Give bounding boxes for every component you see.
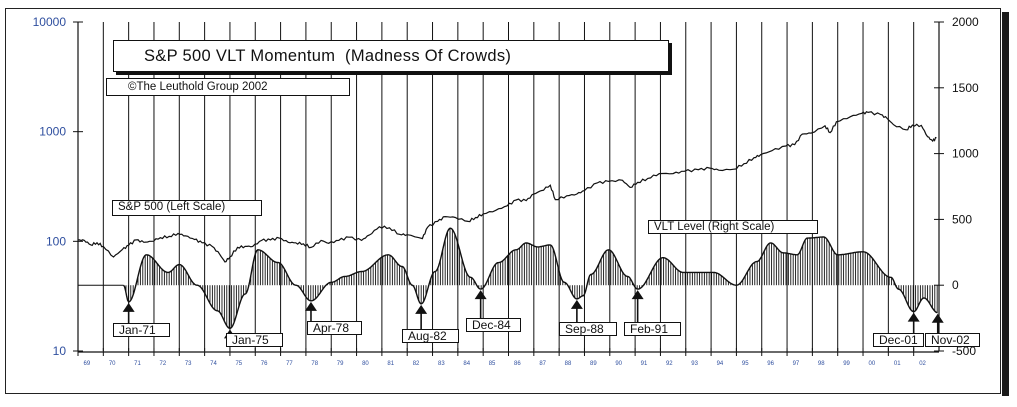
annotation-label: Nov-02 <box>925 333 980 347</box>
x-axis-tick-label: 88 <box>565 361 572 367</box>
x-axis-tick-label: 70 <box>109 361 116 367</box>
chart-title-box: S&P 500 VLT Momentum (Madness Of Crowds) <box>113 40 669 72</box>
left-axis-tick-label: 10000 <box>33 15 67 29</box>
x-axis-tick-label: 94 <box>717 361 724 367</box>
annotation-arrow-head <box>907 312 920 322</box>
chart-frame <box>5 8 1001 394</box>
x-axis-tick-label: 72 <box>159 361 166 367</box>
x-axis-tick-label: 74 <box>210 361 217 367</box>
vlt-line <box>123 227 938 330</box>
annotation-label: Dec-84 <box>466 318 521 332</box>
legend-vlt: VLT Level (Right Scale) <box>648 220 818 234</box>
right-axis-tick-label: 2000 <box>952 15 979 29</box>
x-axis-tick-label: 78 <box>311 361 318 367</box>
right-axis-tick-label: 0 <box>952 278 959 292</box>
annotation-label: Aug-82 <box>402 329 459 343</box>
x-axis-tick-label: 01 <box>894 361 901 367</box>
chart-subtitle: ©The Leuthold Group 2002 <box>128 81 268 93</box>
left-axis-tick-label: 100 <box>46 234 66 248</box>
right-axis-tick-label: 500 <box>952 212 972 226</box>
annotation-arrow-head <box>931 313 944 323</box>
x-axis-tick-label: 81 <box>387 361 394 367</box>
x-axis-tick-label: 96 <box>767 361 774 367</box>
x-axis-tick-label: 90 <box>615 361 622 367</box>
x-axis-tick-label: 82 <box>413 361 420 367</box>
x-axis-tick-label: 75 <box>235 361 242 367</box>
left-axis-tick-label: 1000 <box>39 125 66 139</box>
x-axis-tick-label: 98 <box>818 361 825 367</box>
x-axis-tick-label: 86 <box>514 361 521 367</box>
legend-sp500: S&P 500 (Left Scale) <box>112 200 262 216</box>
x-axis-tick-label: 69 <box>84 361 91 367</box>
chart-title: S&P 500 VLT Momentum (Madness Of Crowds) <box>144 47 512 65</box>
annotation-arrow-head <box>415 304 428 314</box>
x-axis-tick-label: 85 <box>489 361 496 367</box>
x-axis-tick-label: 76 <box>261 361 268 367</box>
x-axis-tick-label: 99 <box>843 361 850 367</box>
annotation-arrow-head <box>122 302 135 312</box>
right-axis-tick-label: 1500 <box>952 81 979 95</box>
right-axis-tick-label: -500 <box>952 344 976 358</box>
x-axis-tick-label: 84 <box>463 361 470 367</box>
x-axis-tick-label: 77 <box>286 361 293 367</box>
legend-vlt-label: VLT Level (Right Scale) <box>654 221 775 233</box>
annotation-label: Dec-01 <box>873 333 924 347</box>
x-axis-tick-label: 87 <box>539 361 546 367</box>
frame-shadow <box>1002 12 1009 396</box>
annotation-label: Sep-88 <box>559 322 617 336</box>
left-axis-tick-label: 10 <box>53 344 67 358</box>
annotation-arrow-head <box>304 301 317 311</box>
annotation-label: Apr-78 <box>307 321 362 335</box>
annotation-arrow-head <box>631 290 644 300</box>
annotation-arrow-head <box>570 299 583 309</box>
x-axis-tick-label: 89 <box>590 361 597 367</box>
right-axis-tick-label: 1000 <box>952 147 979 161</box>
chart-subtitle-box: ©The Leuthold Group 2002 <box>106 78 350 96</box>
annotation-label: Feb-91 <box>624 322 681 336</box>
x-axis-tick-label: 93 <box>691 361 698 367</box>
x-axis-tick-label: 00 <box>869 361 876 367</box>
sp500-line <box>78 110 937 263</box>
x-axis-tick-label: 71 <box>134 361 141 367</box>
x-axis-tick-label: 83 <box>438 361 445 367</box>
x-axis-tick-label: 02 <box>919 361 926 367</box>
annotation-label: Jan-71 <box>113 323 170 337</box>
annotation-label: Jan-75 <box>226 333 283 347</box>
x-axis-tick-label: 95 <box>742 361 749 367</box>
x-axis-tick-label: 92 <box>666 361 673 367</box>
x-axis-tick-label: 80 <box>362 361 369 367</box>
annotation-arrow-head <box>474 290 487 300</box>
x-axis-tick-label: 97 <box>793 361 800 367</box>
x-axis-tick-label: 91 <box>641 361 648 367</box>
x-axis-tick-label: 73 <box>185 361 192 367</box>
legend-sp500-label: S&P 500 (Left Scale) <box>118 201 226 213</box>
x-axis-tick-label: 79 <box>337 361 344 367</box>
